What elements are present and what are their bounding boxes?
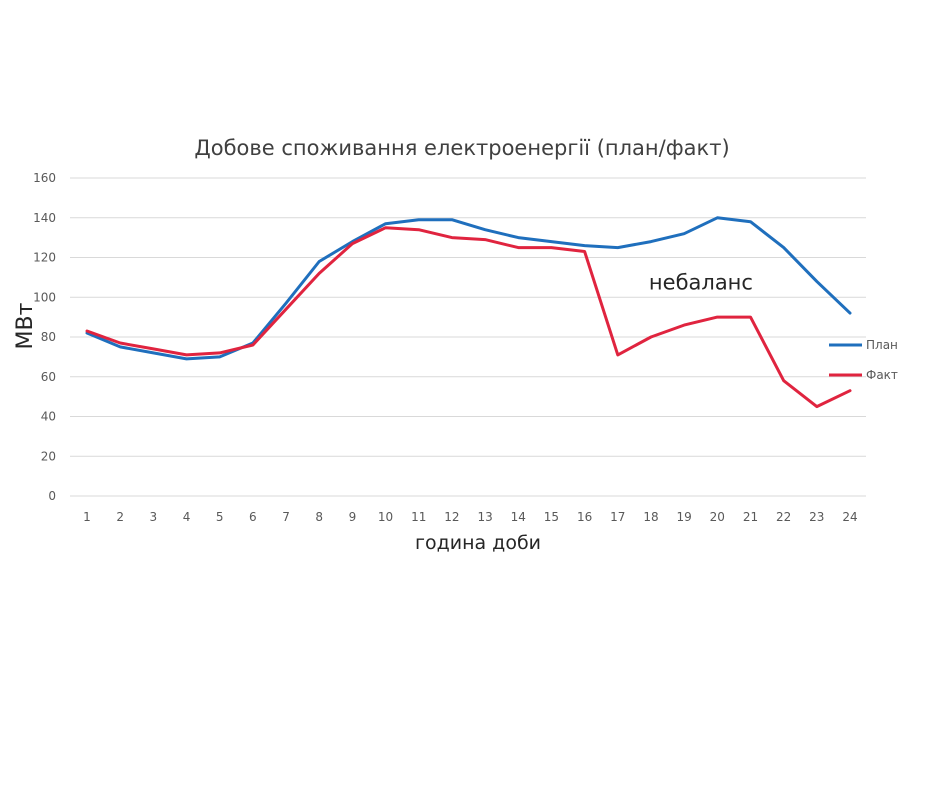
y-axis-label: МВт bbox=[13, 302, 38, 349]
series-line-plan bbox=[85, 216, 852, 361]
x-tick-label: 9 bbox=[349, 510, 357, 524]
x-tick-label: 16 bbox=[577, 510, 592, 524]
x-tick-label: 15 bbox=[544, 510, 559, 524]
x-tick-label: 24 bbox=[842, 510, 857, 524]
y-tick-label: 100 bbox=[33, 290, 56, 304]
y-tick-label: 0 bbox=[48, 489, 56, 503]
x-tick-label: 13 bbox=[477, 510, 492, 524]
series-lines bbox=[85, 216, 852, 409]
legend-label: План bbox=[866, 338, 898, 352]
y-tick-label: 120 bbox=[33, 251, 56, 265]
x-tick-label: 4 bbox=[183, 510, 191, 524]
x-tick-label: 6 bbox=[249, 510, 257, 524]
legend-label: Факт bbox=[866, 368, 898, 382]
x-tick-label: 20 bbox=[710, 510, 725, 524]
x-tick-label: 10 bbox=[378, 510, 393, 524]
x-axis-label: година доби bbox=[415, 532, 541, 554]
annotations: небаланс bbox=[649, 270, 753, 294]
x-tick-label: 8 bbox=[315, 510, 323, 524]
x-tick-label: 1 bbox=[83, 510, 91, 524]
x-tick-label: 23 bbox=[809, 510, 824, 524]
annotation-label: небаланс bbox=[649, 270, 753, 294]
x-tick-labels: 1 2 3 4 5 6 7 8 9 10 11 12 13 14 15 16 17 18 19 20 21 22 23 24 bbox=[83, 510, 857, 524]
series-line-fact bbox=[85, 226, 852, 409]
x-tick-label: 21 bbox=[743, 510, 758, 524]
x-tick-label: 7 bbox=[282, 510, 290, 524]
y-tick-label: 160 bbox=[33, 171, 56, 185]
y-tick-label: 20 bbox=[41, 449, 56, 463]
y-tick-label: 60 bbox=[41, 370, 56, 384]
x-tick-label: 12 bbox=[444, 510, 459, 524]
y-tick-label: 140 bbox=[33, 211, 56, 225]
legend: План Факт bbox=[829, 338, 898, 382]
x-tick-label: 18 bbox=[643, 510, 658, 524]
x-tick-label: 2 bbox=[116, 510, 124, 524]
x-tick-label: 5 bbox=[216, 510, 224, 524]
y-tick-label: 40 bbox=[41, 410, 56, 424]
x-tick-label: 17 bbox=[610, 510, 625, 524]
x-tick-label: 14 bbox=[511, 510, 526, 524]
x-tick-label: 19 bbox=[676, 510, 691, 524]
chart-title: Добове споживання електроенергії (план/ф… bbox=[194, 136, 729, 160]
x-tick-label: 11 bbox=[411, 510, 426, 524]
y-tick-labels: 0 20 40 60 80 100 120 140 160 bbox=[33, 171, 56, 503]
gridlines bbox=[70, 177, 866, 497]
y-tick-label: 80 bbox=[41, 330, 56, 344]
x-tick-label: 3 bbox=[150, 510, 158, 524]
x-tick-label: 22 bbox=[776, 510, 791, 524]
